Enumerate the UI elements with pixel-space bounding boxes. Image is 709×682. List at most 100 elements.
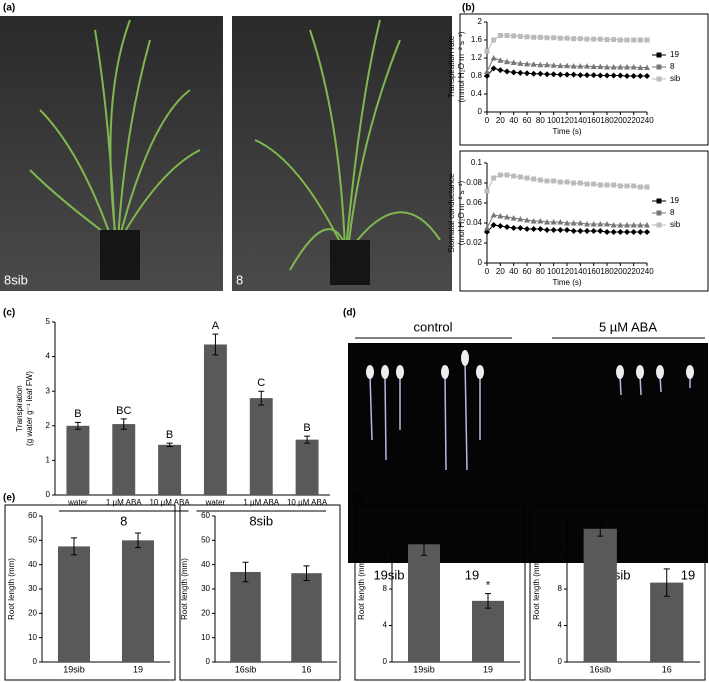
y-tick-label: 40 — [28, 560, 37, 569]
x-tick-label: 1 µM ABA — [243, 498, 279, 507]
marker — [510, 69, 517, 76]
bar — [249, 398, 273, 495]
photo — [348, 343, 708, 563]
y-tick-label: 0 — [478, 107, 483, 116]
marker — [584, 63, 590, 69]
marker — [597, 182, 603, 188]
marker — [644, 64, 650, 70]
y-tick-label: 0.8 — [471, 71, 483, 80]
y-tick-label: 12 — [378, 548, 387, 557]
y-tick-label: 16 — [553, 511, 562, 520]
x-tick-label: 140 — [574, 116, 588, 125]
error-bar — [71, 537, 77, 556]
marker — [557, 62, 564, 69]
marker — [610, 222, 617, 228]
x-tick-label: 16sib — [235, 664, 257, 674]
marker — [584, 181, 590, 187]
panel-label: (d) — [343, 308, 356, 319]
marker — [611, 182, 617, 188]
error-bar — [120, 418, 127, 430]
x-tick-label: 0 — [485, 116, 490, 125]
y-tick-label: 0 — [206, 657, 211, 666]
marker — [537, 218, 544, 224]
marker — [517, 60, 524, 66]
marker — [624, 64, 630, 70]
error-bar — [212, 333, 219, 356]
marker — [597, 221, 604, 227]
marker — [604, 72, 610, 79]
marker — [591, 36, 597, 42]
x-tick-label: 120 — [560, 267, 574, 276]
marker — [644, 184, 650, 190]
error-bar — [258, 390, 265, 406]
x-tick-label: 220 — [627, 116, 641, 125]
marker — [577, 36, 583, 42]
marker — [484, 68, 490, 74]
marker — [537, 226, 544, 232]
marker — [617, 222, 624, 228]
marker — [630, 64, 637, 70]
legend-marker — [656, 64, 662, 70]
y-axis-label: (mmol H₂O m⁻² s⁻¹) — [457, 31, 466, 102]
panel-box — [354, 504, 526, 681]
legend-marker — [656, 210, 662, 216]
pot — [100, 230, 140, 280]
marker — [630, 73, 637, 79]
y-tick-label: 3 — [46, 386, 51, 395]
seed-drawing — [366, 350, 694, 379]
y-axis-label: (g water g⁻¹ leaf FW) — [25, 371, 34, 446]
marker — [524, 60, 530, 67]
panel-label: (e) — [3, 493, 15, 504]
marker — [557, 179, 563, 185]
marker — [490, 55, 497, 61]
marker — [484, 188, 490, 194]
y-tick-label: 0 — [46, 490, 51, 499]
marker — [637, 184, 643, 190]
y-tick-label: 50 — [28, 535, 37, 544]
y-tick-label: 20 — [28, 608, 37, 617]
marker — [524, 217, 530, 223]
marker — [530, 70, 537, 77]
x-tick-label: 200 — [614, 116, 628, 125]
marker — [510, 215, 517, 221]
group-label: 8 — [120, 513, 127, 528]
marker — [544, 71, 550, 78]
y-tick-label: 50 — [201, 535, 210, 544]
marker — [537, 70, 544, 77]
marker — [504, 68, 510, 75]
marker — [630, 222, 637, 228]
marker — [577, 180, 583, 186]
x-tick-label: 180 — [600, 116, 614, 125]
x-tick-label: 180 — [600, 267, 614, 276]
marker — [531, 176, 537, 182]
marker — [517, 225, 524, 231]
y-tick-label: 0.08 — [466, 178, 482, 187]
x-tick-label: 220 — [627, 267, 641, 276]
marker — [517, 216, 524, 222]
marker — [630, 229, 637, 235]
marker — [604, 229, 610, 235]
y-tick-label: 4 — [558, 621, 563, 630]
marker — [551, 35, 557, 41]
significance-label: A — [212, 320, 220, 332]
marker — [597, 63, 604, 70]
marker — [604, 37, 610, 43]
bar — [58, 546, 90, 662]
x-tick-label: 16 — [662, 664, 672, 674]
marker — [584, 72, 590, 79]
y-tick-label: 0 — [33, 657, 38, 666]
photo-label: 19 — [681, 567, 695, 582]
marker — [490, 65, 497, 72]
marker — [510, 59, 517, 65]
marker — [564, 220, 570, 226]
marker — [590, 228, 597, 234]
significance-label: * — [486, 579, 491, 591]
marker — [637, 222, 644, 228]
photo-header: 5 µM ABA — [599, 319, 657, 334]
marker — [491, 37, 497, 43]
y-tick-label: 60 — [201, 511, 210, 520]
bar — [583, 528, 617, 662]
marker — [597, 36, 603, 42]
marker — [591, 181, 597, 187]
x-tick-label: 60 — [523, 267, 532, 276]
